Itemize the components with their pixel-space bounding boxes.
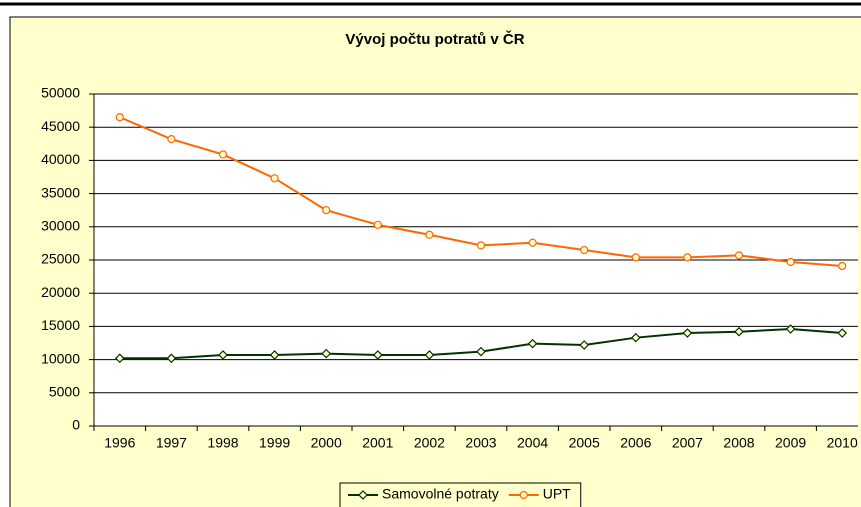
data-point — [269, 350, 280, 360]
x-tick-label: 2008 — [723, 435, 754, 451]
x-tick-label: 2006 — [620, 435, 651, 451]
y-tick-label: 15000 — [41, 317, 80, 333]
data-point — [476, 346, 486, 357]
x-tick-label: 2002 — [414, 435, 445, 451]
legend-marker — [519, 490, 528, 500]
x-tick-label: 1997 — [156, 435, 187, 451]
data-point — [425, 230, 434, 239]
x-tick-label: 2004 — [517, 435, 548, 451]
data-point — [321, 348, 332, 359]
x-tick-label: 1998 — [207, 435, 238, 451]
data-point — [166, 353, 177, 364]
data-point — [734, 326, 744, 337]
x-tick-label: 1999 — [259, 435, 290, 451]
data-point — [682, 328, 693, 338]
data-point — [424, 350, 435, 360]
y-tick-label: 45000 — [41, 118, 80, 134]
y-tick-label: 20000 — [41, 284, 80, 300]
data-point — [114, 353, 125, 364]
data-point — [476, 241, 486, 250]
x-tick-label: 2007 — [672, 435, 703, 451]
x-tick-label: 2003 — [465, 435, 496, 451]
data-point — [683, 253, 692, 262]
legend: Samovolné potraty UPT — [339, 482, 582, 507]
data-point — [218, 150, 228, 159]
x-tick-label: 2010 — [827, 435, 858, 451]
data-point — [579, 340, 590, 350]
data-point — [786, 257, 795, 267]
data-point — [270, 174, 279, 183]
y-tick-label: 35000 — [41, 184, 80, 200]
x-tick-label: 2005 — [569, 435, 600, 451]
chart-title: Vývoj počtu potratů v ČR — [345, 30, 524, 48]
legend-marker — [358, 490, 368, 500]
legend-label: Samovolné potraty — [382, 486, 499, 502]
data-point — [372, 350, 383, 360]
legend-box — [339, 482, 582, 507]
x-tick-label: 2001 — [362, 435, 393, 451]
y-tick-label: 5000 — [49, 384, 80, 400]
x-tick-label: 2000 — [311, 435, 342, 451]
data-point — [322, 206, 331, 215]
data-point — [785, 324, 796, 334]
data-point — [838, 261, 847, 271]
data-point — [630, 332, 641, 343]
data-point — [734, 251, 744, 260]
x-tick-label: 1996 — [104, 435, 135, 451]
data-point — [631, 253, 640, 262]
legend-label: UPT — [543, 486, 571, 502]
data-point — [580, 245, 589, 255]
y-tick-label: 30000 — [41, 218, 80, 234]
data-point — [527, 338, 538, 349]
y-tick-label: 10000 — [41, 350, 80, 366]
data-point — [115, 113, 124, 122]
data-point — [528, 238, 537, 247]
data-point — [218, 350, 228, 360]
y-tick-label: 25000 — [41, 251, 80, 267]
data-point — [373, 220, 382, 229]
data-point — [167, 135, 176, 144]
x-tick-label: 2009 — [775, 435, 806, 451]
y-tick-label: 0 — [72, 417, 80, 433]
data-point — [837, 328, 848, 338]
y-tick-label: 50000 — [41, 85, 80, 101]
y-tick-label: 40000 — [41, 151, 80, 167]
